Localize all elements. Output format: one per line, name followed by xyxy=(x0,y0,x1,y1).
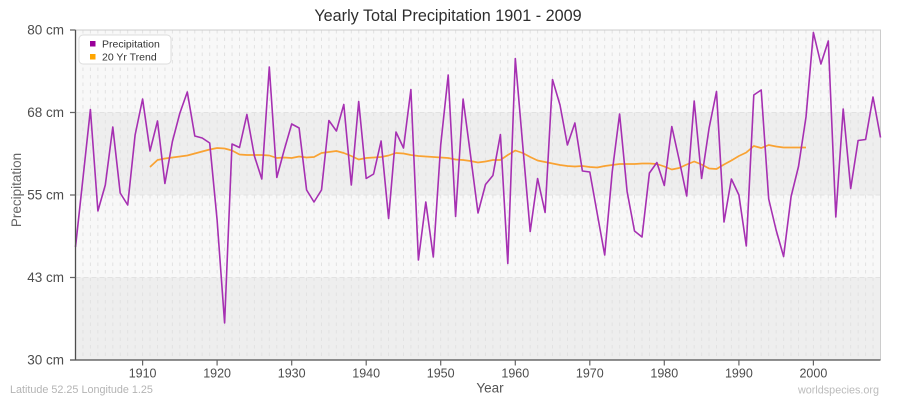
svg-text:1970: 1970 xyxy=(576,367,604,381)
svg-text:1940: 1940 xyxy=(352,367,380,381)
svg-text:1990: 1990 xyxy=(725,367,753,381)
svg-text:Yearly Total Precipitation 190: Yearly Total Precipitation 1901 - 2009 xyxy=(314,7,581,25)
svg-text:43 cm: 43 cm xyxy=(27,270,64,285)
svg-text:1950: 1950 xyxy=(427,367,455,381)
svg-text:1910: 1910 xyxy=(129,367,157,381)
svg-text:1920: 1920 xyxy=(203,367,231,381)
svg-text:Precipitation: Precipitation xyxy=(102,38,160,50)
svg-text:2000: 2000 xyxy=(799,367,827,381)
svg-text:68 cm: 68 cm xyxy=(27,105,64,120)
svg-text:worldspecies.org: worldspecies.org xyxy=(797,385,879,397)
svg-text:Latitude 52.25 Longitude 1.25: Latitude 52.25 Longitude 1.25 xyxy=(10,384,153,396)
svg-text:20 Yr Trend: 20 Yr Trend xyxy=(102,51,157,63)
svg-text:1980: 1980 xyxy=(650,367,678,381)
svg-text:1930: 1930 xyxy=(278,367,306,381)
svg-text:1960: 1960 xyxy=(501,367,529,381)
svg-text:80 cm: 80 cm xyxy=(27,23,64,38)
svg-text:30 cm: 30 cm xyxy=(27,353,64,368)
svg-text:55 cm: 55 cm xyxy=(27,188,64,203)
svg-text:Year: Year xyxy=(476,381,504,396)
svg-text:Precipitation: Precipitation xyxy=(9,153,24,227)
